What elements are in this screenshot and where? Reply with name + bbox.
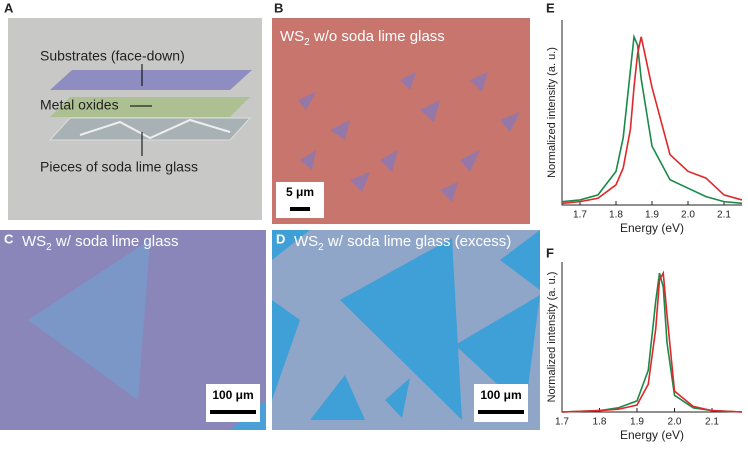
- substrate-layer: [50, 70, 252, 90]
- scale-label: 5 μm: [286, 185, 314, 199]
- diagram-label: Pieces of soda lime glass: [40, 159, 198, 175]
- panel-label: D: [276, 231, 285, 246]
- x-tick-label: 2.0: [668, 417, 682, 428]
- caption: WS2 w/o soda lime glass: [280, 28, 445, 48]
- x-tick-label: 1.8: [593, 417, 607, 428]
- spectrum-line: [561, 272, 743, 413]
- scale-bar: [210, 410, 256, 414]
- scale-box: [276, 182, 324, 218]
- flake: [28, 240, 150, 400]
- x-axis-label: Energy (eV): [620, 221, 684, 235]
- axis: [561, 20, 742, 206]
- flakes: [272, 230, 540, 420]
- x-tick-label: 1.9: [630, 417, 644, 428]
- y-axis-label: Normalized intensity (a. u.): [546, 272, 558, 403]
- scale-bar: [478, 410, 524, 414]
- x-tick-label: 1.9: [645, 210, 659, 221]
- panel-label: C: [4, 231, 14, 246]
- x-tick-label: 1.7: [573, 210, 587, 221]
- x-tick-label: 1.8: [609, 210, 623, 221]
- x-axis-label: Energy (eV): [620, 428, 684, 442]
- scale-bar: [290, 207, 310, 211]
- panel-label: E: [546, 0, 555, 15]
- diagram-label: Metal oxides: [40, 97, 119, 113]
- flakes: [298, 72, 520, 202]
- y-axis-label: Normalized intensity (a. u.): [546, 47, 558, 178]
- x-tick-label: 2.1: [717, 210, 731, 221]
- panel-label: F: [546, 245, 554, 260]
- caption: WS2 w/ soda lime glass (excess): [294, 233, 511, 253]
- scale-label: 100 μm: [212, 388, 253, 402]
- spectrum-line: [561, 36, 743, 205]
- x-tick-label: 2.1: [705, 417, 719, 428]
- spectrum-line: [561, 270, 743, 413]
- panel-label: B: [274, 0, 283, 15]
- scale-label: 100 μm: [480, 388, 521, 402]
- diagram-label: Substrates (face-down): [40, 48, 185, 64]
- glass-cracks: [79, 118, 231, 140]
- x-tick-label: 1.7: [555, 417, 569, 428]
- panel-label: A: [4, 0, 14, 15]
- spectrum-line: [561, 33, 743, 205]
- scale-box: [206, 384, 260, 422]
- scale-box: [474, 384, 528, 422]
- x-tick-label: 2.0: [681, 210, 695, 221]
- oxide-layer: [50, 97, 250, 117]
- caption: WS2 w/ soda lime glass: [22, 233, 178, 253]
